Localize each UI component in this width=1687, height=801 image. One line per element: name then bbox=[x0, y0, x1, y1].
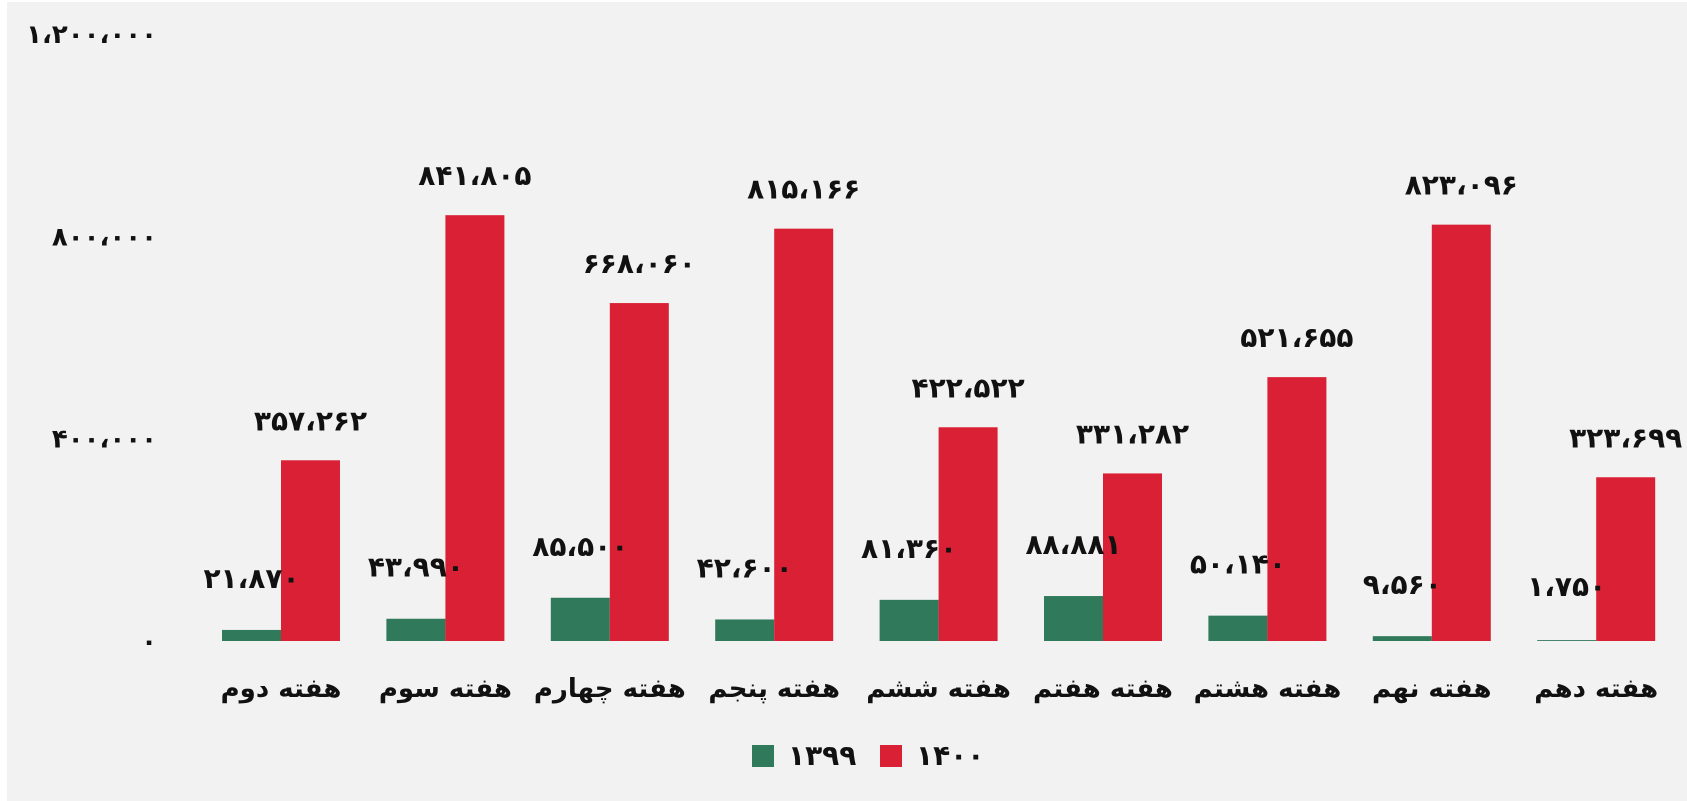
bar-series1 bbox=[550, 597, 610, 641]
bar-series1 bbox=[879, 599, 939, 641]
bar-value-labels: ۲۱،۸۷۰ ۳۵۷،۲۶۲ ۴۳،۹۹۰ ۸۴۱،۸۰۵ ۸۵،۵۰۰ ۶۶۸،۰۶۰ ۴… bbox=[203, 159, 1682, 603]
bar-value-label: ۵۰،۱۴۰ bbox=[1190, 548, 1286, 581]
x-category-label: هفته چهارم bbox=[534, 674, 686, 704]
x-category-label: هفته سوم bbox=[379, 674, 512, 704]
bar-value-label: ۱،۷۵۰ bbox=[1527, 570, 1606, 603]
plot-background bbox=[7, 2, 1687, 801]
bar-value-label: ۳۵۷،۲۶۲ bbox=[254, 404, 367, 437]
bar-series2 bbox=[445, 215, 505, 642]
x-category-label: هفته ششم bbox=[866, 674, 1011, 704]
bar-value-label: ۴۲۲،۵۲۲ bbox=[912, 371, 1025, 404]
x-category-label: هفته پنجم bbox=[708, 674, 840, 704]
y-tick-label: ۰ bbox=[141, 627, 157, 657]
legend-swatch bbox=[880, 745, 902, 767]
bar-series2 bbox=[1431, 224, 1491, 641]
bar-value-label: ۸۵،۵۰۰ bbox=[532, 530, 628, 563]
y-tick-label: ۱،۲۰۰،۰۰۰ bbox=[26, 20, 157, 50]
bar-value-label: ۴۳،۹۹۰ bbox=[368, 551, 464, 584]
bar-series2 bbox=[938, 427, 998, 641]
bar-value-label: ۵۲۱،۶۵۵ bbox=[1240, 321, 1353, 354]
bar-value-label: ۴۲،۶۰۰ bbox=[697, 551, 793, 584]
bar-series2 bbox=[609, 303, 669, 641]
bar-series1 bbox=[1537, 640, 1597, 641]
y-axis: ۰ ۴۰۰،۰۰۰ ۸۰۰،۰۰۰ ۱،۲۰۰،۰۰۰ bbox=[26, 20, 157, 657]
bar-series2 bbox=[281, 460, 340, 641]
legend-label: ۱۴۰۰ bbox=[916, 739, 984, 772]
bar-value-label: ۳۲۳،۶۹۹ bbox=[1569, 421, 1682, 454]
x-category-label: هفته دوم bbox=[221, 674, 342, 704]
y-tick-label: ۴۰۰،۰۰۰ bbox=[52, 425, 157, 455]
bar-value-label: ۸۱،۳۶۰ bbox=[861, 532, 957, 565]
bar-value-label: ۶۶۸،۰۶۰ bbox=[583, 247, 696, 280]
y-tick-label: ۸۰۰،۰۰۰ bbox=[52, 222, 157, 252]
bar-value-label: ۸۱۵،۱۶۶ bbox=[747, 173, 860, 206]
bar-value-label: ۸۴۱،۸۰۵ bbox=[418, 159, 531, 192]
bar-series1 bbox=[1044, 596, 1103, 641]
bar-value-label: ۸۸،۸۸۱ bbox=[1025, 528, 1121, 561]
bar-series1 bbox=[386, 618, 446, 641]
bar-value-label: ۸۲۳،۰۹۶ bbox=[1405, 169, 1518, 202]
x-category-label: هفته دهم bbox=[1534, 674, 1658, 704]
legend-swatch bbox=[752, 745, 774, 767]
bar-series1 bbox=[222, 629, 281, 641]
legend: ۱۳۹۹ ۱۴۰۰ bbox=[752, 739, 984, 772]
bar-series2 bbox=[1103, 473, 1162, 641]
x-category-label: هفته نهم bbox=[1372, 674, 1492, 704]
bar-value-label: ۹،۵۶۰ bbox=[1363, 568, 1442, 601]
bar-series1 bbox=[1372, 636, 1432, 641]
bar-series1 bbox=[1208, 615, 1268, 641]
x-axis: هفته دوم هفته سوم هفته چهارم هفته پنجم هفته … bbox=[221, 674, 1659, 704]
bar-series2 bbox=[1267, 377, 1327, 641]
legend-label: ۱۳۹۹ bbox=[788, 739, 856, 772]
bar-series1 bbox=[715, 619, 775, 641]
bar-series2 bbox=[1596, 477, 1656, 641]
bars bbox=[222, 215, 1656, 642]
bar-value-label: ۲۱،۸۷۰ bbox=[203, 562, 299, 595]
bar-value-label: ۳۳۱،۲۸۲ bbox=[1076, 417, 1189, 450]
x-category-label: هفته هشتم bbox=[1194, 674, 1342, 704]
x-category-label: هفته هفتم bbox=[1033, 674, 1173, 704]
bar-series2 bbox=[774, 228, 834, 641]
